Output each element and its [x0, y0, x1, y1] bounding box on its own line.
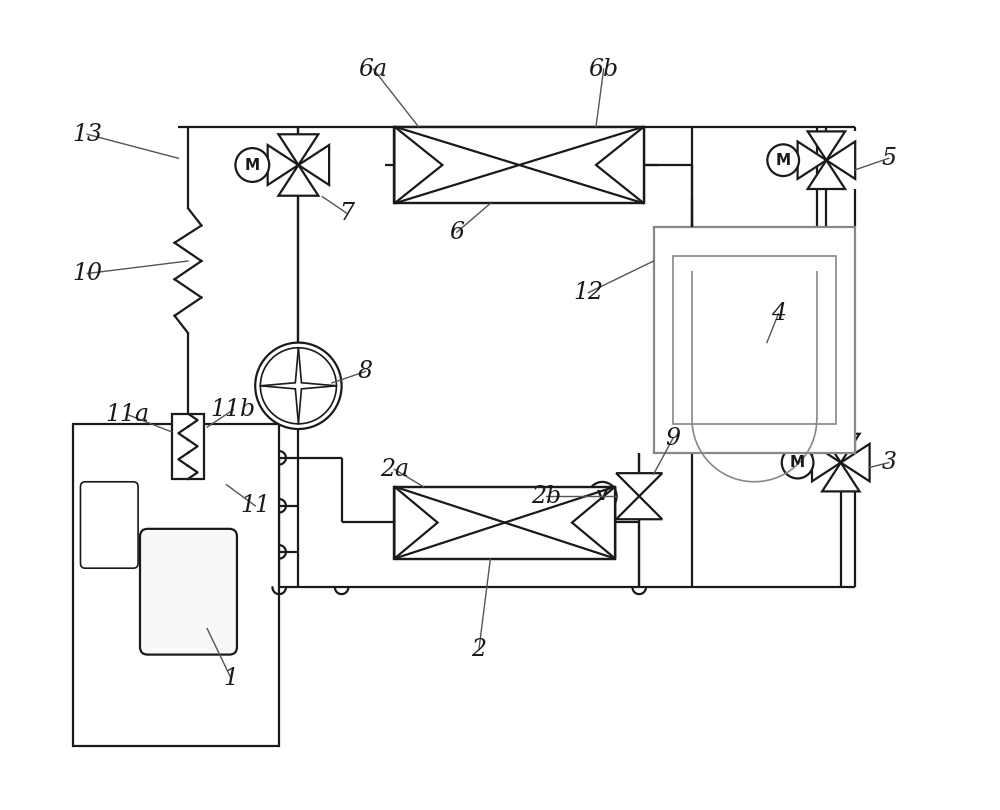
Polygon shape — [808, 131, 845, 160]
Text: 11: 11 — [240, 494, 270, 518]
Polygon shape — [394, 126, 442, 203]
Text: 11a: 11a — [105, 403, 150, 426]
Text: M: M — [790, 455, 805, 470]
Bar — [654, 228, 855, 453]
Text: 6a: 6a — [359, 58, 388, 80]
Bar — [394, 487, 615, 559]
Text: 12: 12 — [573, 281, 603, 305]
Polygon shape — [616, 473, 662, 497]
Text: 11b: 11b — [211, 399, 256, 421]
Polygon shape — [572, 487, 615, 559]
Text: 2a: 2a — [380, 458, 409, 481]
Bar — [673, 256, 836, 424]
Polygon shape — [298, 145, 329, 185]
Polygon shape — [841, 444, 870, 481]
Text: 7: 7 — [339, 202, 354, 224]
Polygon shape — [268, 145, 298, 185]
Text: 2: 2 — [471, 638, 486, 661]
Polygon shape — [260, 386, 298, 424]
Bar — [172, 414, 204, 479]
Polygon shape — [394, 487, 438, 559]
Circle shape — [588, 482, 617, 510]
Text: M: M — [245, 157, 260, 173]
Circle shape — [782, 447, 813, 479]
Circle shape — [235, 148, 269, 182]
Polygon shape — [278, 165, 318, 196]
Text: 10: 10 — [72, 262, 102, 285]
Bar — [73, 424, 279, 746]
Polygon shape — [298, 347, 336, 386]
Text: 6b: 6b — [589, 58, 619, 80]
Polygon shape — [822, 434, 860, 463]
Circle shape — [767, 144, 799, 176]
Polygon shape — [808, 160, 845, 189]
Text: 9: 9 — [665, 427, 680, 450]
FancyBboxPatch shape — [140, 529, 237, 654]
Text: 2b: 2b — [531, 484, 561, 508]
Bar — [394, 487, 615, 559]
Polygon shape — [798, 142, 826, 179]
Bar — [394, 126, 644, 203]
Polygon shape — [822, 463, 860, 492]
Polygon shape — [260, 347, 298, 386]
Text: 5: 5 — [881, 147, 896, 170]
Text: 4: 4 — [771, 302, 786, 326]
Text: 6: 6 — [449, 220, 464, 244]
Text: V: V — [597, 489, 608, 503]
Polygon shape — [812, 444, 841, 481]
Bar — [394, 126, 644, 203]
Text: 3: 3 — [881, 451, 896, 474]
FancyBboxPatch shape — [80, 482, 138, 568]
Polygon shape — [298, 386, 336, 424]
Text: 13: 13 — [72, 123, 102, 146]
Text: M: M — [776, 153, 791, 168]
Text: 8: 8 — [358, 360, 373, 383]
Polygon shape — [596, 126, 644, 203]
Polygon shape — [616, 497, 662, 519]
Polygon shape — [278, 134, 318, 165]
Circle shape — [255, 343, 342, 429]
Text: 1: 1 — [224, 667, 239, 690]
Polygon shape — [826, 142, 855, 179]
